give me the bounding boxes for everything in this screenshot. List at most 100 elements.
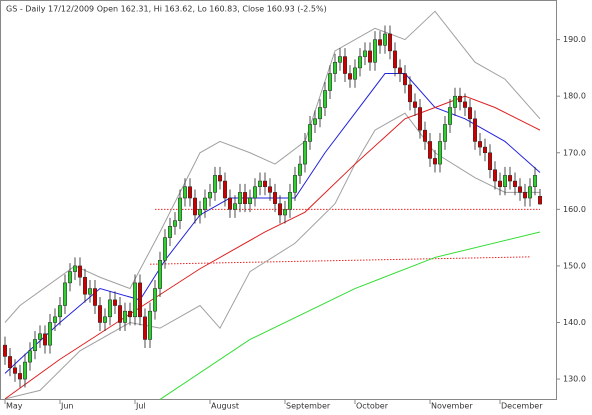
- candle-body: [473, 118, 477, 142]
- candle-body: [283, 209, 287, 216]
- candle-body: [118, 305, 122, 323]
- x-tick-label: Jul: [135, 402, 146, 411]
- candle-body: [163, 237, 167, 261]
- candle-body: [313, 118, 317, 125]
- candle-body: [248, 197, 252, 204]
- candle-body: [33, 339, 37, 352]
- candle-body: [293, 175, 297, 193]
- candle-body: [168, 226, 172, 238]
- candle-body: [303, 141, 307, 165]
- candle-body: [398, 67, 402, 74]
- candle-body: [538, 196, 542, 205]
- candle-body: [373, 39, 377, 63]
- overlay-line: [159, 231, 541, 400]
- overlay-line: [4, 10, 541, 323]
- candle-body: [328, 73, 332, 91]
- candle-body: [383, 33, 387, 46]
- candle-body: [503, 175, 507, 187]
- candle-body: [338, 56, 342, 63]
- candle-body: [78, 265, 82, 278]
- x-tick-label: December: [501, 402, 543, 411]
- candle-body: [178, 197, 182, 221]
- y-tick-label: 180.0: [563, 92, 586, 101]
- candle-body: [403, 73, 407, 86]
- candle-body: [463, 101, 467, 108]
- candle-body: [513, 180, 517, 187]
- candle-body: [18, 373, 22, 380]
- candle-body: [418, 107, 422, 131]
- y-tick-label: 170.0: [563, 148, 586, 157]
- candle-body: [518, 186, 522, 193]
- candle-body: [148, 310, 152, 340]
- candle-body: [358, 56, 362, 69]
- candle-body: [108, 299, 112, 318]
- candle-body: [158, 260, 162, 289]
- candle-body: [453, 95, 457, 108]
- x-tick-label: Jun: [60, 402, 74, 411]
- level-line: [149, 256, 531, 265]
- candle-body: [193, 197, 197, 216]
- candle-body: [428, 141, 432, 159]
- candle-body: [133, 282, 137, 318]
- candle-body: [268, 186, 272, 193]
- candle-body: [528, 186, 532, 199]
- candle-body: [203, 197, 207, 210]
- candle-body: [223, 180, 227, 199]
- candle-body: [378, 39, 382, 46]
- candle-body: [23, 361, 27, 380]
- candle-body: [183, 186, 187, 199]
- y-tick-label: 190.0: [563, 35, 586, 44]
- candle-body: [83, 276, 87, 295]
- candle-body: [38, 333, 42, 340]
- plot-frame: [0, 0, 557, 400]
- candle-body: [93, 288, 97, 306]
- candle-body: [88, 288, 92, 295]
- candle-body: [73, 265, 77, 272]
- candle-body: [13, 367, 17, 374]
- candle-body: [348, 73, 352, 80]
- candle-body: [368, 50, 372, 63]
- candle-body: [98, 305, 102, 323]
- candle-body: [363, 50, 367, 57]
- candle-body: [198, 209, 202, 216]
- candle-body: [388, 33, 392, 52]
- y-tick-label: 140.0: [563, 318, 586, 327]
- candle-body: [318, 107, 322, 120]
- candle-body: [43, 333, 47, 346]
- candle-body: [468, 107, 472, 120]
- candle-body: [123, 310, 127, 323]
- candle-body: [103, 316, 107, 323]
- candle-body: [298, 163, 302, 176]
- x-tick-label: September: [286, 402, 331, 411]
- candle-body: [433, 158, 437, 165]
- candle-body: [173, 220, 177, 227]
- candle-body: [533, 175, 537, 187]
- y-tick-label: 130.0: [563, 375, 586, 384]
- candle-body: [333, 61, 337, 74]
- candle-body: [508, 175, 512, 182]
- candle-body: [278, 203, 282, 216]
- candle-body: [258, 180, 262, 187]
- candle-body: [188, 186, 192, 199]
- candle-body: [483, 146, 487, 154]
- candle-body: [423, 129, 427, 142]
- overlay-line: [4, 112, 540, 400]
- candle-body: [438, 141, 442, 165]
- x-tick-label: August: [211, 402, 239, 411]
- candle-body: [273, 192, 277, 204]
- candle-body: [408, 84, 412, 103]
- x-tick-label: May: [6, 402, 23, 411]
- candle-body: [448, 107, 452, 125]
- candle-body: [208, 192, 212, 199]
- candle-body: [8, 356, 12, 369]
- chart-title: GS - Daily 17/12/2009 Open 162.31, Hi 16…: [6, 5, 327, 14]
- candle-body: [263, 180, 267, 187]
- candle-body: [143, 316, 147, 340]
- candle-body: [458, 95, 462, 103]
- candle-body: [253, 186, 257, 199]
- candle-body: [153, 288, 157, 312]
- candle-body: [238, 192, 242, 204]
- candle-body: [68, 271, 72, 284]
- candle-body: [3, 344, 7, 357]
